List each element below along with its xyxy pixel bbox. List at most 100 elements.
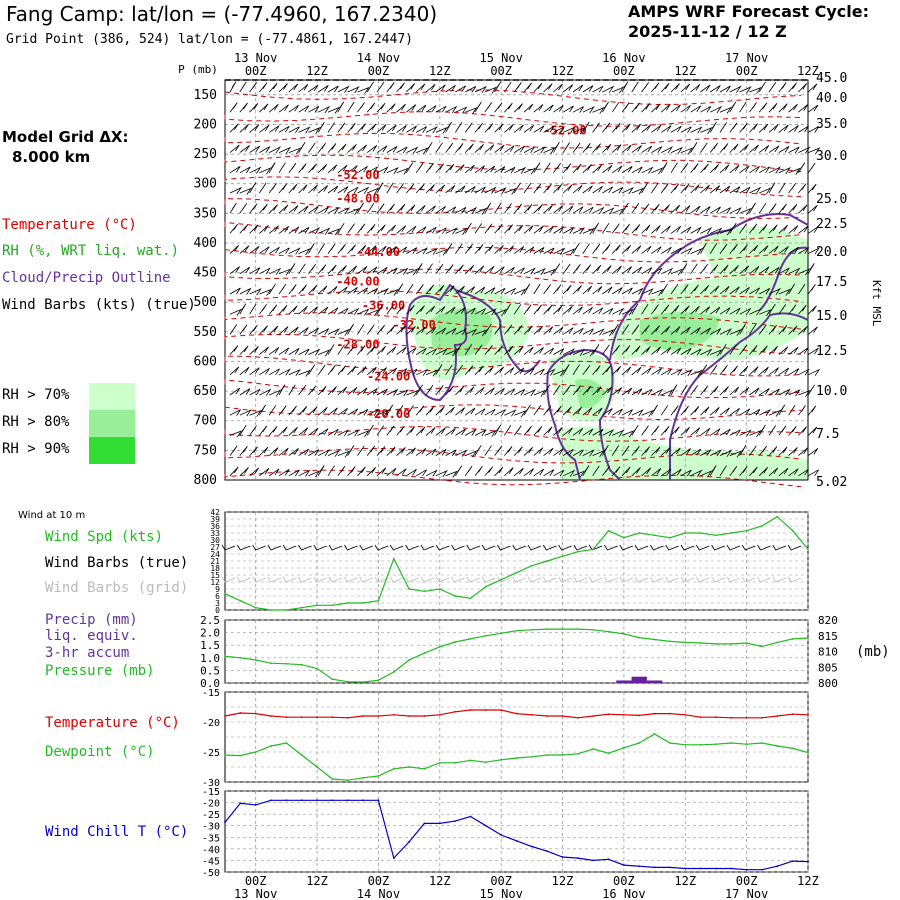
wind-barb bbox=[758, 102, 768, 113]
wind-barb bbox=[700, 427, 711, 436]
wind-barb bbox=[768, 425, 777, 436]
wind-barb bbox=[553, 162, 561, 174]
wind-barb bbox=[729, 386, 740, 396]
wind-speed-line-point bbox=[484, 585, 487, 588]
wind-barb bbox=[700, 470, 713, 478]
wind-barb bbox=[690, 385, 699, 396]
wind-barb bbox=[278, 146, 292, 154]
height-tick-label: 7.5 bbox=[816, 427, 839, 442]
wind-barb bbox=[533, 267, 546, 276]
wind-barb bbox=[435, 385, 444, 396]
height-tick-label: 20.0 bbox=[816, 245, 847, 260]
wind-barb bbox=[572, 306, 583, 315]
wind-barb bbox=[357, 466, 366, 477]
dewpoint-line-point bbox=[761, 742, 763, 744]
wind-barb-grid bbox=[313, 576, 327, 583]
pressure-line-point bbox=[669, 640, 671, 643]
wind-barb bbox=[386, 425, 395, 436]
wind-barb bbox=[268, 103, 279, 113]
wind-barb bbox=[396, 204, 406, 214]
wind-barb bbox=[788, 346, 799, 355]
wind-barb bbox=[798, 125, 809, 133]
wind-chill-line-point bbox=[776, 865, 779, 868]
wind-barb bbox=[445, 385, 454, 396]
wind-barb bbox=[406, 146, 419, 154]
dewpoint-label: Dewpoint (°C) bbox=[45, 744, 155, 760]
wind-barb bbox=[523, 124, 535, 133]
wind-barb bbox=[474, 207, 488, 215]
wind-barb bbox=[298, 163, 307, 174]
wind-barb bbox=[425, 105, 437, 113]
wind-tick-label: 0 bbox=[215, 606, 220, 615]
date-label-bottom: 16 Nov bbox=[602, 887, 645, 900]
wind-barb bbox=[504, 124, 514, 133]
pressure-line-point bbox=[362, 681, 364, 683]
wind-barb bbox=[729, 307, 741, 315]
wind-barb bbox=[357, 387, 368, 396]
wind-barb-true bbox=[344, 544, 358, 551]
pressure-line-point bbox=[684, 641, 687, 644]
wind-barb bbox=[700, 306, 711, 315]
wind-barb bbox=[631, 245, 642, 254]
height-axis-label: Kft MSL bbox=[870, 280, 883, 327]
wind-barb bbox=[357, 366, 367, 376]
wind-barb bbox=[347, 466, 356, 477]
pressure-line-point bbox=[484, 634, 487, 637]
wind-barb bbox=[582, 121, 590, 133]
wind-barb bbox=[807, 305, 817, 315]
wind-barb bbox=[661, 368, 672, 376]
wind-barb bbox=[709, 164, 720, 174]
wind-barb bbox=[562, 263, 571, 275]
wind-barb bbox=[621, 186, 635, 195]
wind-barb bbox=[651, 182, 659, 194]
wind-barb bbox=[445, 449, 457, 457]
wind-barb bbox=[298, 105, 310, 113]
pressure-line-point bbox=[300, 663, 303, 666]
wind-barb bbox=[778, 267, 790, 275]
wind-barb bbox=[709, 406, 720, 416]
wind-barb bbox=[337, 286, 348, 295]
wind-barb bbox=[318, 328, 330, 335]
wind-barb bbox=[465, 86, 477, 93]
wind-barb bbox=[268, 468, 280, 477]
wind-barb-true bbox=[466, 544, 480, 551]
wind-barb bbox=[778, 446, 788, 456]
wind-barb bbox=[651, 124, 662, 133]
temperature-line-point bbox=[438, 713, 441, 716]
wind-barb-grid bbox=[772, 576, 786, 583]
wind-barb bbox=[778, 146, 790, 153]
pressure-line-point bbox=[515, 629, 518, 632]
wind-barb bbox=[396, 468, 407, 477]
wind-speed-line-point bbox=[469, 597, 472, 600]
pressure-line-point bbox=[745, 642, 748, 644]
wind-barb bbox=[415, 405, 425, 416]
wind-barb bbox=[278, 326, 289, 335]
wind-barb bbox=[739, 86, 752, 94]
wind-barb bbox=[259, 225, 269, 234]
height-tick-label: 10.0 bbox=[816, 384, 847, 399]
wind-tick-label: 30 bbox=[210, 536, 220, 545]
wind-barb bbox=[464, 143, 474, 153]
date-label-top: 14 Nov bbox=[357, 51, 400, 65]
wind-chill-line-point bbox=[362, 799, 364, 802]
wind-barb bbox=[494, 223, 503, 234]
wind-barb bbox=[592, 106, 605, 114]
wind-barb bbox=[366, 81, 374, 93]
wind-barb bbox=[572, 84, 584, 93]
wind-barb bbox=[308, 385, 317, 396]
wind-barb-true bbox=[665, 544, 679, 551]
temperature-line-point bbox=[454, 710, 456, 713]
wind-barb bbox=[631, 203, 640, 214]
wind-barb bbox=[572, 285, 582, 295]
wind-speed-line-point bbox=[776, 515, 779, 518]
wind-barb-grid bbox=[680, 576, 695, 583]
temperature-contour-label: -32.00 bbox=[393, 318, 436, 332]
time-tick-label-bottom: 00Z bbox=[613, 874, 635, 888]
wind-barb bbox=[308, 106, 320, 113]
wind-barb-true bbox=[328, 544, 343, 551]
wind-barb bbox=[239, 366, 250, 376]
wind-speed-line-point bbox=[515, 571, 518, 574]
wind-barb bbox=[709, 185, 721, 194]
wind-barb bbox=[729, 465, 738, 477]
pressure-line-point bbox=[592, 628, 595, 631]
